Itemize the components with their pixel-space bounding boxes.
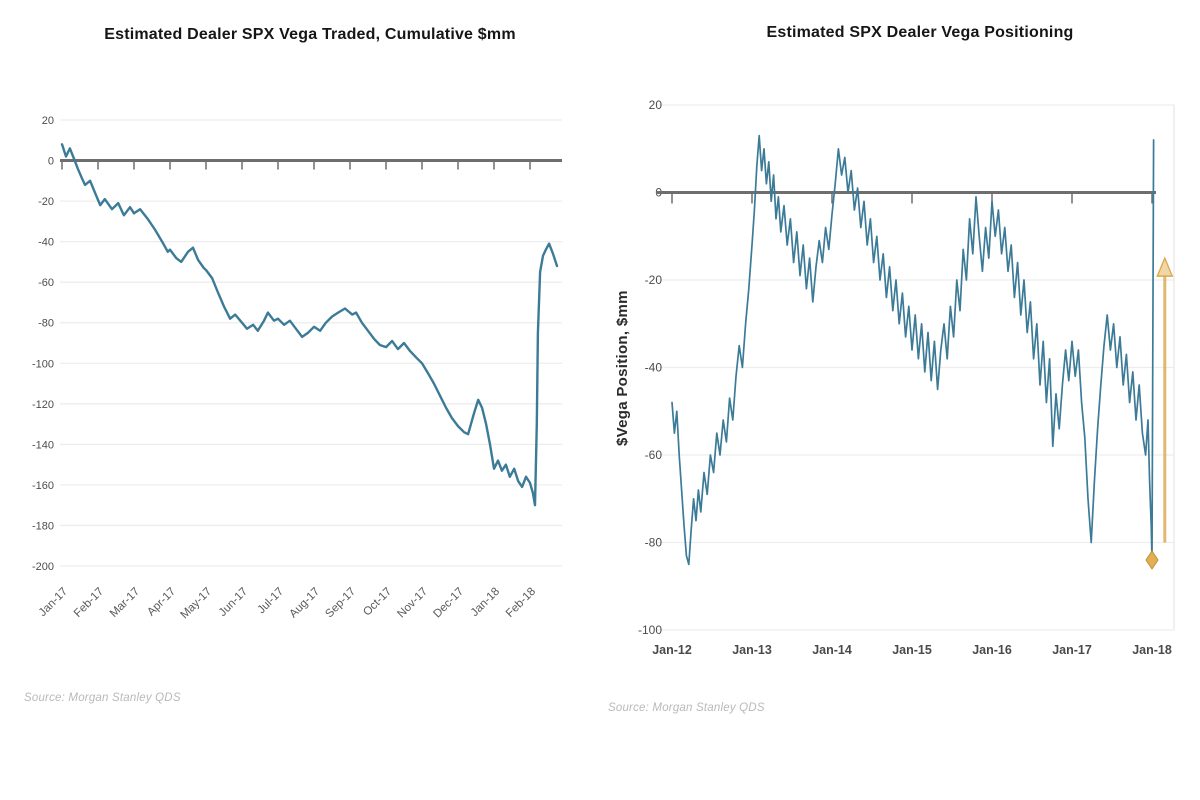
y-tick-label: -200 xyxy=(32,561,54,573)
y-tick-label: -100 xyxy=(32,358,54,370)
y-tick-label: 0 xyxy=(48,156,54,168)
diamond-marker xyxy=(1145,550,1159,570)
x-tick-label: Apr-17 xyxy=(145,586,178,619)
x-tick-label: Sep-17 xyxy=(323,586,358,621)
x-tick-label: Jan-12 xyxy=(652,643,692,657)
x-tick-label: Jan-13 xyxy=(732,643,772,657)
x-tick-label: Jan-18 xyxy=(469,586,502,619)
x-tick-label: Jan-14 xyxy=(812,643,852,657)
left-chart-title: Estimated Dealer SPX Vega Traded, Cumula… xyxy=(104,26,516,43)
right-chart: Estimated SPX Dealer Vega Positioning $V… xyxy=(600,0,1200,800)
y-tick-label: -80 xyxy=(645,536,663,550)
x-tick-label: Nov-17 xyxy=(395,586,430,621)
left-chart-plot-area: 20 0 -20 -40 -60 -80 -100 -120 -140 -160 -180 -200 J… xyxy=(32,115,562,622)
x-tick-label: Dec-17 xyxy=(431,586,466,621)
x-tick-label: Jan-18 xyxy=(1132,643,1172,657)
y-tick-label: 20 xyxy=(42,115,54,127)
x-tick-label: Oct-17 xyxy=(361,586,394,619)
left-chart: Estimated Dealer SPX Vega Traded, Cumula… xyxy=(24,26,562,704)
y-tick-label: -40 xyxy=(38,237,54,249)
y-tick-label: -20 xyxy=(38,196,54,208)
x-tick-label: Jan-17 xyxy=(1052,643,1092,657)
left-chart-source: Source: Morgan Stanley QDS xyxy=(24,692,181,704)
x-tick-label: May-17 xyxy=(179,586,215,622)
y-tick-label: 20 xyxy=(649,98,663,112)
vega-positioning-series-line xyxy=(671,134,1155,566)
x-tick-label: Jan-16 xyxy=(972,643,1012,657)
x-tick-label: Jan-15 xyxy=(892,643,932,657)
y-tick-label: -180 xyxy=(32,520,54,532)
y-tick-label: -20 xyxy=(645,273,663,287)
right-chart-plot-area: 200-20-40-60-80-100Jan-12Jan-13Jan-14Jan… xyxy=(638,98,1175,657)
right-chart-source: Source: Morgan Stanley QDS xyxy=(608,702,765,714)
x-tick-label: Feb-18 xyxy=(504,586,538,620)
y-tick-label: -100 xyxy=(638,623,662,637)
right-chart-title: Estimated SPX Dealer Vega Positioning xyxy=(766,24,1074,41)
y-tick-label: -40 xyxy=(645,361,663,375)
vega-traded-series-line xyxy=(60,143,559,507)
x-tick-label: Jan-17 xyxy=(37,586,70,619)
y-tick-label: -60 xyxy=(645,448,663,462)
x-tick-label: Jun-17 xyxy=(217,586,250,619)
y-tick-label: -80 xyxy=(38,318,54,330)
y-tick-label: -60 xyxy=(38,277,54,289)
y-tick-label: -120 xyxy=(32,399,54,411)
up-arrow-head-icon xyxy=(1156,256,1174,277)
y-tick-label: -160 xyxy=(32,480,54,492)
x-tick-label: Jul-17 xyxy=(255,586,286,617)
x-tick-label: Mar-17 xyxy=(108,586,142,620)
y-tick-label: -140 xyxy=(32,439,54,451)
x-tick-label: Feb-17 xyxy=(72,586,106,620)
x-tick-label: Aug-17 xyxy=(287,586,322,621)
